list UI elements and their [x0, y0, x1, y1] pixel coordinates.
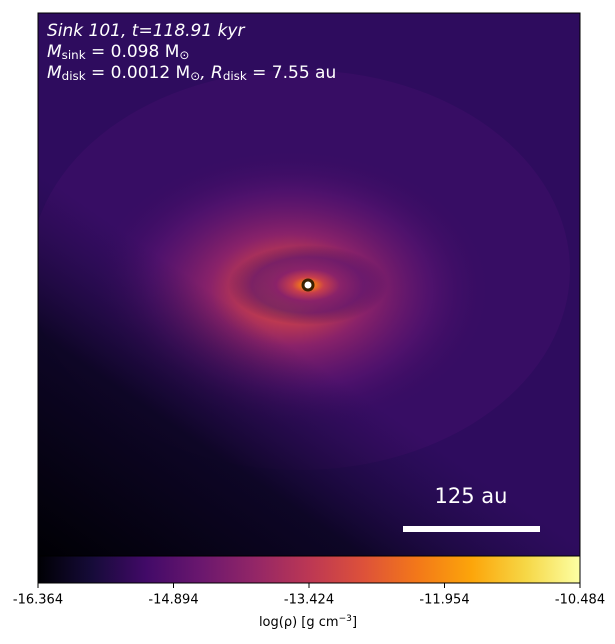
- tick-label: -13.424: [284, 593, 334, 608]
- sink-marker: [301, 278, 315, 292]
- script-text: ⊙: [179, 48, 189, 62]
- scale-bar-label: 125 au: [435, 484, 508, 508]
- density-image: [38, 13, 580, 556]
- text-part: M: [47, 42, 62, 62]
- script-text: disk: [62, 69, 86, 83]
- script-text: disk: [223, 69, 247, 83]
- text-part: , R: [200, 63, 223, 83]
- text-part: Sink 101, t=118.91 kyr: [47, 21, 245, 41]
- text-part: = 0.0012 M: [86, 63, 191, 83]
- text-part: log(ρ) [g cm: [259, 615, 339, 630]
- script-text: sink: [62, 48, 86, 62]
- text-part: = 0.098 M: [86, 42, 180, 62]
- colorbar-ticks: -16.364 -14.894 -13.424 -11.954 -10.484: [13, 583, 605, 608]
- text-part: M: [47, 63, 62, 83]
- tick-label: -14.894: [148, 593, 198, 608]
- colorbar: [37, 555, 581, 584]
- text-part: = 7.55 au: [247, 63, 337, 83]
- tick-label: -11.954: [419, 593, 469, 608]
- tick-label: -16.364: [13, 593, 63, 608]
- tick-label: -10.484: [555, 593, 605, 608]
- title-line: Mdisk = 0.0012 M⊙, Rdisk = 7.55 au: [47, 63, 336, 83]
- text-part: ]: [352, 615, 357, 630]
- script-text: ⊙: [190, 69, 200, 83]
- script-text: −3: [339, 614, 353, 624]
- title-line: Msink = 0.098 M⊙: [47, 42, 189, 62]
- colorbar-label: log(ρ) [g cm−3]: [259, 614, 357, 630]
- scale-bar: [403, 526, 540, 532]
- title-line: Sink 101, t=118.91 kyr: [47, 21, 245, 41]
